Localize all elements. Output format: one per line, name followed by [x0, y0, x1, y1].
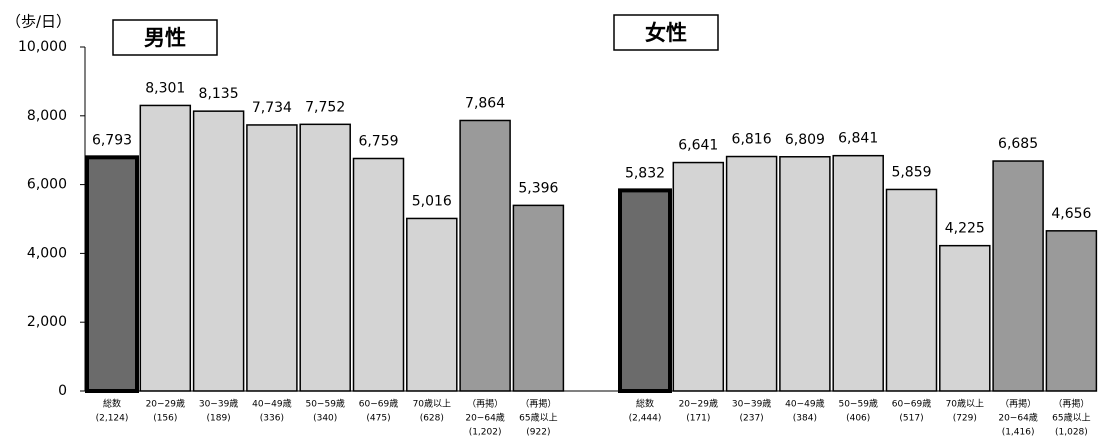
value-label: 7,734: [252, 100, 292, 116]
x-tick-label: (2,444): [629, 414, 662, 424]
value-label: 6,759: [358, 133, 398, 149]
value-label: 6,793: [92, 132, 132, 148]
x-tick-label: 20−29歳: [146, 398, 185, 410]
x-tick-label: (384): [793, 414, 817, 424]
x-tick-label: (517): [899, 414, 923, 424]
group-title-box: [112, 19, 218, 56]
y-tick-label: 6,000: [27, 177, 67, 193]
value-label: 8,135: [199, 86, 239, 102]
x-tick-label: （再掲）: [1000, 399, 1036, 410]
x-tick-label: (189): [206, 414, 230, 424]
value-label: 4,225: [945, 221, 985, 237]
x-tick-label: 40−49歳: [252, 398, 291, 410]
x-tick-label: 50−59歳: [838, 398, 877, 410]
x-tick-label: 70歳以上: [413, 398, 451, 410]
x-tick-label: (1,202): [469, 428, 502, 438]
x-tick-label: 30−39歳: [732, 398, 771, 410]
x-tick-label: (1,028): [1055, 428, 1088, 438]
value-label: 6,841: [838, 131, 878, 147]
x-tick-label: （再掲）: [1053, 399, 1089, 410]
x-tick-label: (336): [260, 414, 284, 424]
value-label: 5,832: [625, 165, 665, 181]
bar: [459, 119, 511, 392]
bar: [779, 156, 831, 392]
x-tick-label: 60−69歳: [892, 398, 931, 410]
bar: [139, 104, 192, 392]
y-tick-label: 4,000: [27, 245, 67, 261]
x-tick-label: (340): [313, 414, 337, 424]
bar: [1045, 230, 1098, 392]
x-tick-label: (922): [526, 428, 550, 438]
x-tick-label: (1,416): [1002, 428, 1035, 438]
bar: [192, 110, 245, 392]
bar: [352, 157, 405, 392]
group-title: 女性: [645, 21, 687, 45]
bar: [618, 188, 672, 393]
x-tick-label: 50−59歳: [305, 398, 344, 410]
bar: [885, 188, 938, 392]
x-tick-label: 30−39歳: [199, 398, 238, 410]
value-label: 6,641: [678, 138, 718, 154]
x-tick-label: (729): [953, 414, 977, 424]
value-label: 5,016: [412, 193, 452, 209]
bar: [939, 244, 991, 392]
x-tick-label: (475): [366, 414, 390, 424]
x-tick-label: 65歳以上: [1052, 412, 1090, 424]
bar: [725, 155, 778, 392]
x-tick-label: 総数: [103, 398, 121, 410]
bar: [992, 160, 1044, 392]
x-tick-label: (2,124): [96, 414, 129, 424]
x-tick-label: 20−64歳: [998, 412, 1037, 424]
x-tick-label: 70歳以上: [946, 398, 984, 410]
y-tick-label: 8,000: [27, 108, 67, 124]
x-tick-label: (156): [153, 414, 177, 424]
y-tick-label: 0: [58, 383, 67, 399]
x-tick-label: （再掲）: [520, 399, 556, 410]
value-label: 6,685: [998, 136, 1038, 152]
value-label: 8,301: [145, 80, 185, 96]
x-tick-label: 20−64歳: [465, 412, 504, 424]
y-tick-label: 2,000: [27, 314, 67, 330]
x-tick-label: (406): [846, 414, 870, 424]
value-label: 5,396: [518, 180, 558, 196]
bar: [299, 123, 351, 392]
bar: [832, 154, 884, 392]
group-title: 男性: [144, 26, 186, 50]
value-label: 4,656: [1051, 206, 1091, 222]
x-tick-label: 60−69歳: [359, 398, 398, 410]
bar: [672, 161, 725, 392]
x-tick-label: 65歳以上: [519, 412, 557, 424]
x-tick-label: （再掲）: [467, 399, 503, 410]
value-label: 6,809: [785, 132, 825, 148]
x-tick-label: 総数: [636, 398, 654, 410]
bar: [246, 124, 298, 392]
value-label: 7,752: [305, 99, 345, 115]
value-label: 5,859: [891, 164, 931, 180]
x-tick-label: (628): [420, 414, 444, 424]
x-tick-label: (171): [686, 414, 710, 424]
group-title-box: [613, 14, 719, 51]
bar: [512, 204, 565, 392]
x-tick-label: 40−49歳: [785, 398, 824, 410]
y-axis-label: （歩/日）: [6, 13, 71, 31]
y-tick-label: 10,000: [18, 39, 67, 55]
bar: [85, 155, 139, 393]
bar: [406, 217, 458, 392]
value-label: 6,816: [732, 132, 772, 148]
x-tick-label: 20−29歳: [679, 398, 718, 410]
x-tick-label: (237): [739, 414, 763, 424]
value-label: 7,864: [465, 95, 505, 111]
